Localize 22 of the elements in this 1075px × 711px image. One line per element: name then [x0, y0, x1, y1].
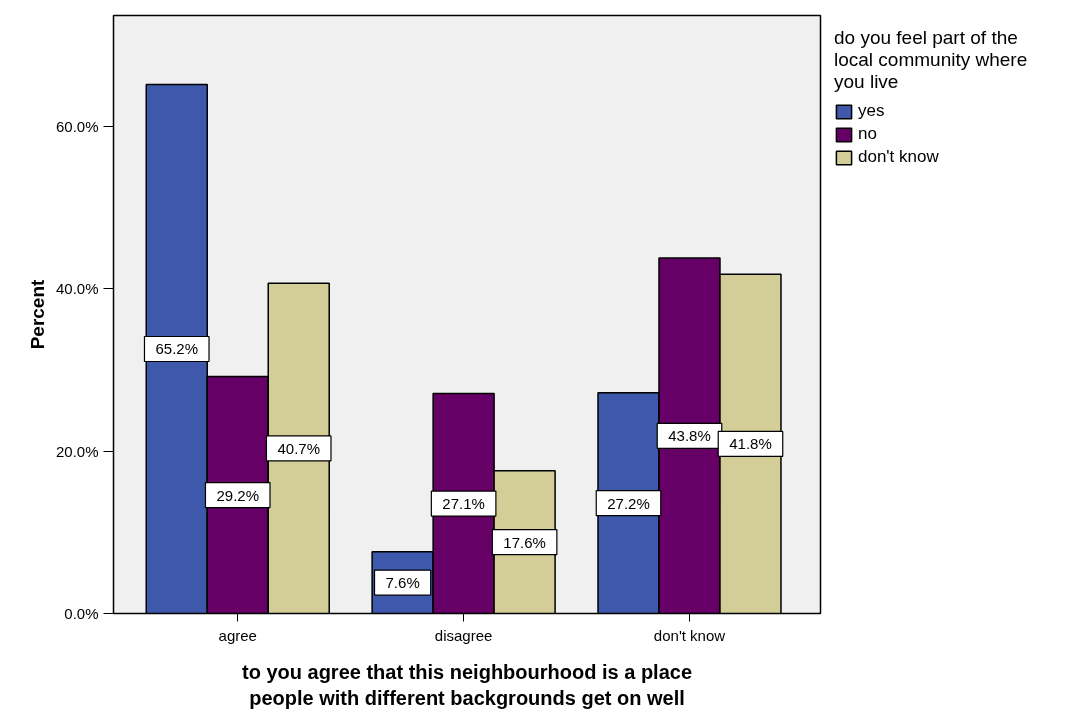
data-label: 41.8% [729, 435, 772, 453]
data-label: 7.6% [385, 574, 420, 592]
y-tick-label: 20.0% [55, 442, 99, 460]
legend-label: don't know [858, 147, 939, 167]
data-label: 43.8% [668, 427, 711, 445]
y-tick-label: 60.0% [55, 118, 99, 136]
legend-label: yes [858, 101, 885, 121]
x-tick-label: don't know [653, 626, 726, 644]
y-tick-label: 40.0% [55, 280, 99, 298]
data-label: 40.7% [277, 439, 320, 457]
x-tick-label: disagree [434, 626, 493, 644]
data-label: 27.1% [442, 495, 485, 513]
data-label: 17.6% [503, 533, 546, 551]
x-axis-title: to you agree that this neighbourhood is a place people with different backgrounds get on well [241, 660, 693, 709]
data-label: 27.2% [607, 494, 650, 512]
legend-label: no [858, 124, 878, 144]
y-tick-label: 0.0% [64, 605, 99, 622]
data-label: 29.2% [216, 486, 260, 504]
data-label: 65.2% [155, 340, 199, 358]
x-tick-label: agree [218, 626, 257, 644]
legend-title: do you feel part of the local community where you live [834, 27, 1028, 93]
y-axis-title: Percent [26, 278, 48, 350]
